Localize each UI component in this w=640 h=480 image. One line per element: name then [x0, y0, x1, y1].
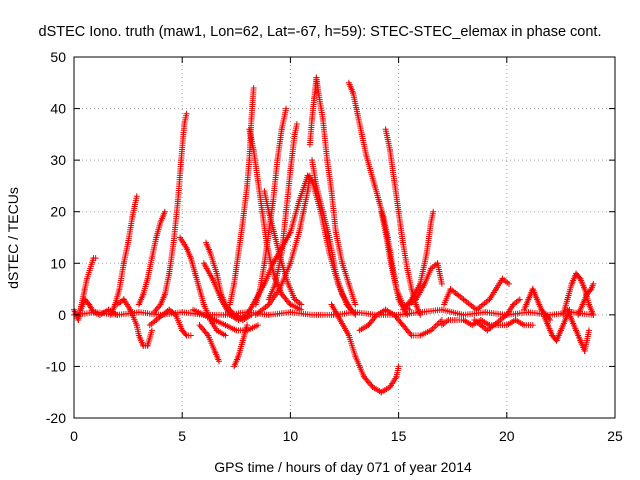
series-arc-15 [252, 105, 290, 308]
x-tick-label: 0 [70, 428, 78, 444]
data-point [407, 331, 414, 338]
y-tick-label: 0 [58, 307, 66, 323]
series-arc-28 [406, 260, 445, 308]
data-point [590, 280, 597, 287]
series-arc-05 [135, 208, 168, 308]
data-point [250, 84, 257, 91]
data-point [586, 327, 593, 334]
data-point [222, 332, 229, 339]
data-point [293, 121, 300, 128]
series-arc-30 [441, 275, 512, 313]
data-point [286, 300, 293, 307]
data-point [203, 331, 210, 338]
series-arc-20 [306, 74, 359, 308]
x-tick-label: 25 [607, 428, 623, 444]
y-tick-label: 40 [50, 101, 66, 117]
chart-title: dSTEC Iono. truth (maw1, Lon=62, Lat=-67… [39, 24, 602, 40]
y-tick-label: -20 [46, 410, 66, 426]
data-point [183, 110, 190, 117]
data-point [368, 382, 375, 389]
x-tick-label: 20 [499, 428, 515, 444]
data-point [430, 208, 437, 215]
series-arc-12 [226, 84, 257, 308]
series-arc-21 [309, 157, 354, 313]
x-axis-label: GPS time / hours of day 071 of year 2014 [214, 459, 472, 475]
data-points [71, 74, 597, 396]
data-point [516, 296, 523, 303]
y-tick-label: 10 [50, 255, 66, 271]
x-tick-label: 5 [178, 428, 186, 444]
data-point [505, 280, 512, 287]
series-arc-18 [252, 172, 313, 318]
data-point [244, 322, 251, 329]
data-point [395, 363, 402, 370]
data-point [590, 311, 597, 318]
series-arc-35 [564, 306, 593, 354]
data-point [161, 208, 168, 215]
data-point [438, 280, 445, 287]
data-point [438, 317, 445, 324]
data-point [529, 322, 536, 329]
data-point [351, 310, 358, 317]
data-point [182, 331, 189, 338]
series-arc-23 [328, 301, 402, 396]
data-point [576, 274, 583, 281]
data-point [133, 193, 140, 200]
y-tick-label: 20 [50, 204, 66, 220]
y-tick-label: -10 [46, 358, 66, 374]
series-arc-10 [196, 322, 222, 365]
y-axis-label: dSTEC / TECUs [5, 187, 21, 289]
x-tick-label: 15 [391, 428, 407, 444]
y-tick-label: 30 [50, 152, 66, 168]
data-point [254, 322, 261, 329]
y-tick-label: 50 [50, 49, 66, 65]
plot-frame [73, 56, 616, 419]
data-point [148, 327, 155, 334]
data-point [283, 105, 290, 112]
data-point [92, 255, 99, 262]
data-point [215, 358, 222, 365]
data-point [298, 301, 305, 308]
data-point [587, 287, 594, 294]
series-baseline [71, 306, 597, 318]
x-tick-label: 10 [283, 428, 299, 444]
data-point [352, 301, 359, 308]
axis-ticks: 0 5 10 15 20 25 -20 -10 0 10 20 30 40 50 [46, 49, 623, 444]
series-arc-13 [231, 322, 251, 370]
data-point [187, 332, 194, 339]
